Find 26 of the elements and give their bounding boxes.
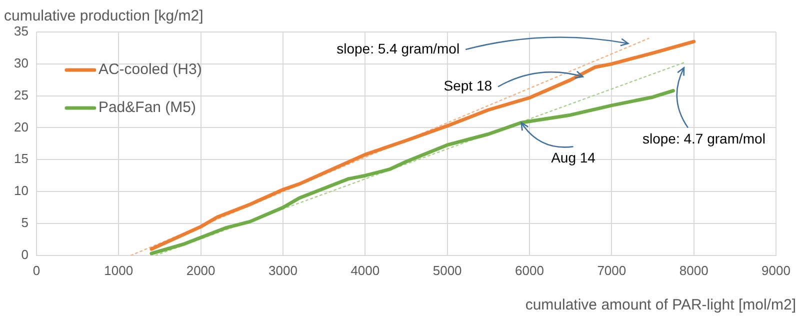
annotation: slope: 4.7 gram/mol — [642, 130, 766, 147]
x-tick-label: 4000 — [350, 262, 380, 278]
x-tick-label: 3000 — [268, 262, 298, 278]
annotation: Sept 18 — [444, 78, 492, 94]
y-tick-label: 35 — [14, 24, 28, 39]
y-tick-label: 20 — [14, 119, 28, 134]
x-axis-title: cumulative amount of PAR-light [mol/m2] — [525, 296, 796, 314]
y-tick-label: 15 — [14, 151, 28, 166]
y-tick-label: 5 — [21, 215, 28, 230]
y-axis-title: cumulative production [kg/m2] — [4, 8, 204, 25]
x-tick-label: 0 — [32, 262, 40, 278]
y-tick-label: 30 — [14, 55, 28, 70]
x-tick-label: 1000 — [104, 262, 134, 278]
x-tick-label: 9000 — [762, 262, 790, 278]
y-tick-label: 10 — [14, 183, 28, 198]
annotation: slope: 5.4 gram/mol — [336, 40, 460, 56]
legend-label: Pad&Fan (M5) — [98, 99, 196, 116]
y-tick-label: 25 — [14, 87, 28, 102]
x-tick-label: 7000 — [597, 262, 626, 278]
legend-label: AC-cooled (H3) — [98, 61, 202, 78]
annotation: Aug 14 — [551, 149, 596, 166]
y-tick-label: 0 — [21, 246, 28, 262]
x-tick-label: 5000 — [432, 262, 462, 278]
x-tick-label: 2000 — [186, 262, 216, 278]
x-tick-label: 8000 — [679, 262, 708, 278]
x-tick-label: 6000 — [515, 262, 544, 278]
